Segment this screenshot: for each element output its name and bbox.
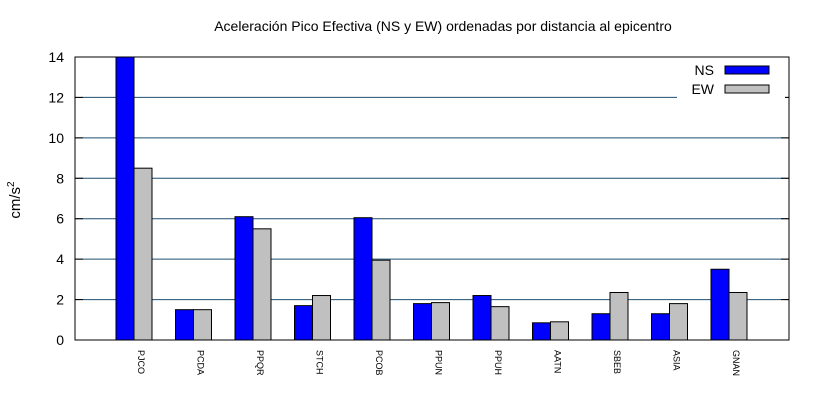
bar-ns: [175, 309, 194, 341]
bars: [115, 56, 748, 341]
x-tick-label: STCH: [315, 350, 325, 375]
plot-frame: [74, 56, 790, 341]
grid-lines: [75, 96, 789, 301]
x-tick-label: PJCO: [136, 350, 146, 374]
legend-swatch: [724, 84, 770, 94]
axis-ticks: [75, 56, 789, 341]
bar-ns: [413, 303, 432, 341]
bar-ew: [728, 291, 748, 341]
legend-label: NS: [695, 62, 714, 78]
bar-ew: [133, 167, 153, 341]
y-tick-label: 12: [48, 89, 64, 105]
bar-ns: [710, 268, 730, 341]
y-axis-label: cm/s2: [6, 181, 24, 219]
y-tick-label: 8: [56, 170, 64, 186]
bar-ns: [115, 56, 135, 341]
legend-swatch: [724, 65, 770, 75]
y-axis-label-unit: cm/s: [7, 187, 24, 219]
legend: NS EW: [677, 61, 785, 99]
legend-items: NS EW: [691, 62, 770, 97]
bar-ew: [371, 259, 391, 341]
y-tick-label: 4: [56, 251, 64, 267]
y-tick-label: 2: [56, 292, 64, 308]
x-tick-label: PCOB: [374, 350, 384, 376]
x-tick-label: PPUH: [493, 350, 503, 375]
bar-ns: [294, 305, 313, 341]
bar-ew: [193, 309, 212, 341]
bar-ew: [550, 321, 569, 341]
y-tick-label: 6: [56, 211, 64, 227]
bar-ns: [234, 216, 254, 341]
bar-ew: [252, 228, 272, 341]
x-tick-label: PPUN: [434, 350, 444, 375]
bar-ew: [609, 291, 629, 341]
x-tick-label: GNAN: [731, 350, 741, 376]
legend-label: EW: [691, 81, 714, 97]
chart-title: Aceleración Pico Efectiva (NS y EW) orde…: [214, 18, 672, 34]
y-tick-label: 0: [56, 332, 64, 348]
x-tick-label: ASIA: [672, 350, 682, 371]
y-tick-labels: 0 2 4 6 8 10 12 14: [48, 49, 64, 348]
y-tick-label: 14: [48, 49, 64, 65]
bar-ew: [490, 306, 510, 341]
x-tick-labels: PJCO PCDA PPQR STCH PCOB PPUN PPUH AATN SBEB ASIA…: [136, 350, 741, 376]
bar-ns: [472, 295, 492, 341]
bar-ns: [591, 313, 611, 341]
x-tick-label: SBEB: [612, 350, 622, 374]
bar-ns: [532, 322, 551, 341]
y-tick-label: 10: [48, 130, 64, 146]
x-tick-label: PCDA: [196, 350, 206, 375]
bar-ew: [669, 303, 688, 341]
bar-ew: [312, 295, 331, 341]
x-tick-label: AATN: [553, 350, 563, 373]
bar-ew: [431, 302, 450, 341]
x-tick-label: PPQR: [255, 350, 265, 376]
y-axis-label-superscript: 2: [6, 181, 17, 187]
bar-ns: [651, 313, 670, 341]
bar-ns: [353, 217, 373, 341]
